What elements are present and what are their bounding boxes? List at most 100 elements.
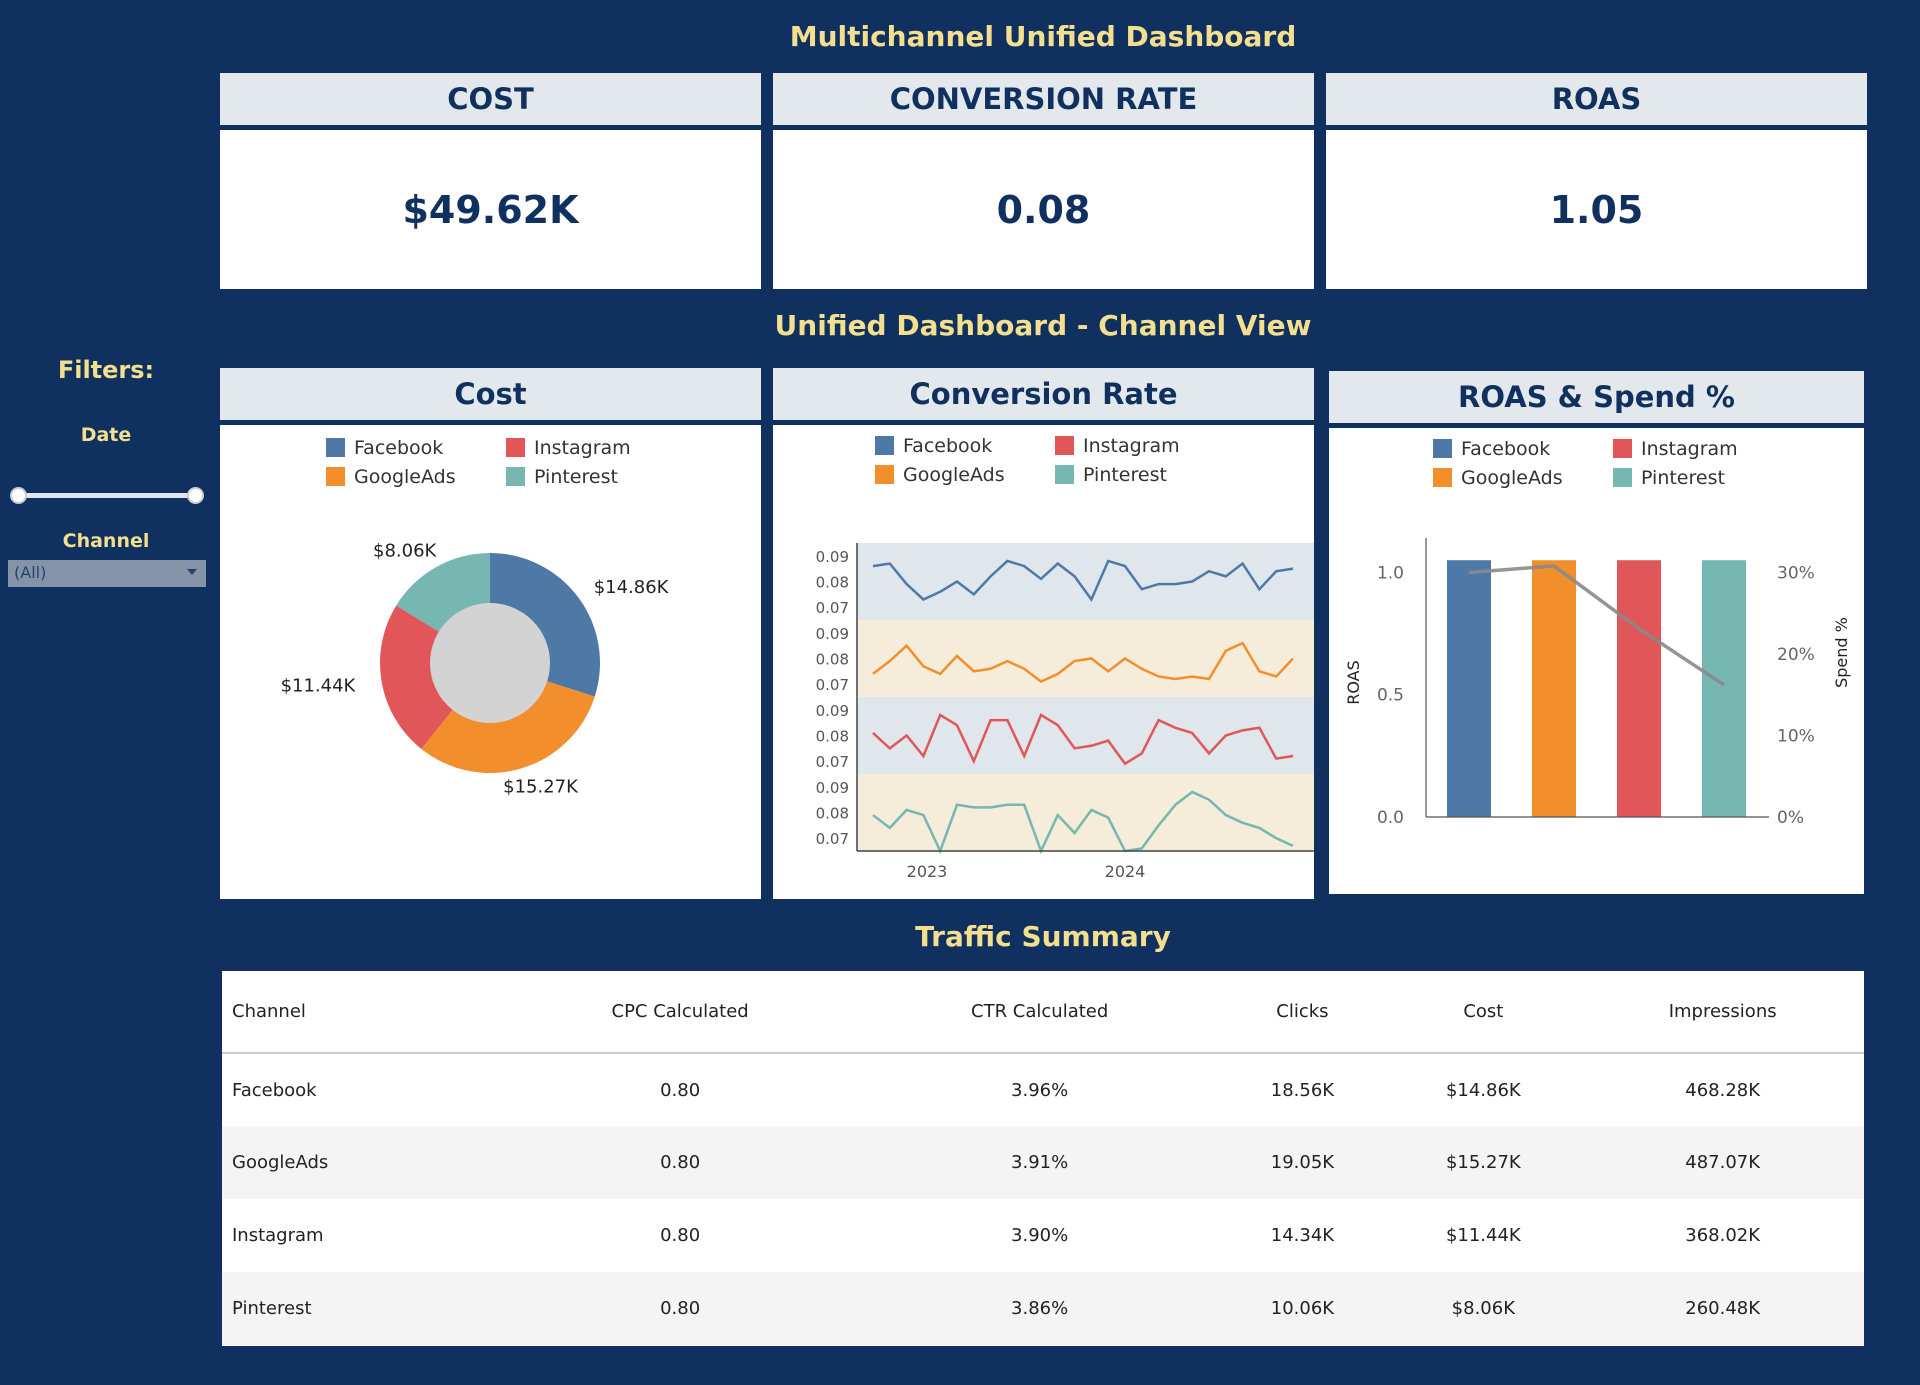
table-row: Pinterest 0.80 3.86% 10.06K $8.06K 260.4… bbox=[222, 1272, 1864, 1345]
pie-slice-label: $14.86K bbox=[594, 577, 670, 598]
y-tick-label: 1.0 bbox=[1377, 563, 1404, 583]
table-cell: $8.06K bbox=[1385, 1272, 1582, 1345]
x-tick-label: 2024 bbox=[1105, 862, 1146, 881]
legend-label: GoogleAds bbox=[1461, 467, 1563, 489]
kpi-conversion-label: CONVERSION RATE bbox=[773, 73, 1314, 125]
date-range-slider[interactable] bbox=[10, 486, 204, 506]
legend-label: Facebook bbox=[354, 437, 444, 459]
legend-swatch bbox=[875, 436, 894, 455]
column-header-cost[interactable]: Cost bbox=[1385, 971, 1582, 1054]
y-tick-label: 0.5 bbox=[1377, 686, 1404, 706]
table-cell: $11.44K bbox=[1445, 1225, 1521, 1246]
kpi-conversion-card: 0.08 bbox=[773, 130, 1314, 289]
y-tick-label: 0.0 bbox=[1377, 808, 1404, 828]
secondary-tick-label: 30% bbox=[1777, 563, 1815, 583]
table-cell: 0.80 bbox=[660, 1225, 701, 1246]
secondary-tick-label: 20% bbox=[1777, 645, 1815, 665]
table-cell: 487.07K bbox=[1581, 1126, 1864, 1199]
legend-label: Instagram bbox=[534, 437, 631, 459]
slider-handle-start[interactable] bbox=[10, 487, 27, 504]
legend-item-googleads: GoogleAds bbox=[875, 464, 1005, 486]
column-header-cpc[interactable]: CPC Calculated bbox=[500, 971, 860, 1054]
y-tick-label: 0.07 bbox=[816, 830, 849, 848]
legend-swatch bbox=[1055, 436, 1074, 455]
column-header-impressions[interactable]: Impressions bbox=[1581, 971, 1864, 1054]
table-cell: 3.96% bbox=[1011, 1079, 1069, 1101]
table-cell: Pinterest bbox=[222, 1272, 501, 1345]
table-cell: 468.28K bbox=[1685, 1079, 1761, 1101]
pie-slice-label: $15.27K bbox=[503, 776, 579, 797]
table-cell: $14.86K bbox=[1445, 1079, 1521, 1101]
channel-select[interactable]: (All) bbox=[8, 560, 206, 587]
pie-slice-label: $11.44K bbox=[281, 675, 357, 696]
table-row: Instagram 0.80 3.90% 14.34K $11.44K 368.… bbox=[222, 1199, 1864, 1272]
bar-instagram[interactable] bbox=[1617, 560, 1661, 817]
legend-swatch bbox=[1613, 468, 1632, 487]
roas-legend: Facebook Instagram GoogleAds Pinterest bbox=[1433, 438, 1773, 498]
series-line-pinterest[interactable] bbox=[872, 790, 1294, 855]
legend-label: Facebook bbox=[1461, 438, 1551, 460]
slider-handle-end[interactable] bbox=[187, 487, 204, 504]
legend-swatch bbox=[326, 467, 345, 486]
legend-label: GoogleAds bbox=[903, 464, 1005, 486]
kpi-cost-label: COST bbox=[220, 73, 761, 125]
legend-item-googleads: GoogleAds bbox=[1433, 467, 1563, 489]
series-line-facebook[interactable] bbox=[872, 559, 1294, 602]
series-line-instagram[interactable] bbox=[872, 713, 1294, 766]
legend-item-pinterest: Pinterest bbox=[1613, 467, 1725, 489]
table-cell: Facebook bbox=[232, 1079, 317, 1101]
bar-pinterest[interactable] bbox=[1702, 560, 1746, 817]
y-tick-label: 0.08 bbox=[816, 651, 849, 669]
band-facebook bbox=[857, 543, 1314, 620]
table-cell: 3.90% bbox=[1011, 1225, 1069, 1246]
table-cell: 3.91% bbox=[859, 1126, 1220, 1199]
y-tick-label: 0.07 bbox=[816, 753, 849, 771]
table-cell: 18.56K bbox=[1270, 1079, 1335, 1101]
y-axis-label: ROAS bbox=[1344, 660, 1363, 705]
y-tick-label: 0.09 bbox=[816, 702, 849, 720]
legend-label: Pinterest bbox=[1083, 464, 1167, 486]
kpi-roas-value: 1.05 bbox=[1549, 187, 1644, 232]
y-tick-label: 0.08 bbox=[816, 574, 849, 592]
legend-swatch bbox=[875, 465, 894, 484]
y-tick-label: 0.09 bbox=[816, 548, 849, 566]
spend-percent-line[interactable] bbox=[1468, 564, 1725, 687]
traffic-summary-table: Channel CPC Calculated CTR Calculated Cl… bbox=[222, 971, 1864, 1346]
conversion-chart-title: Conversion Rate bbox=[773, 368, 1314, 420]
legend-item-instagram: Instagram bbox=[506, 437, 631, 459]
y-tick-label: 0.08 bbox=[816, 728, 849, 746]
column-header-channel[interactable]: Channel bbox=[222, 971, 501, 1054]
secondary-tick-label: 10% bbox=[1777, 726, 1815, 746]
legend-item-instagram: Instagram bbox=[1613, 438, 1738, 460]
legend-swatch bbox=[1613, 439, 1632, 458]
chevron-down-icon bbox=[187, 569, 197, 575]
roas-bar-chart: 0.0 0.5 1.0 0% 10% 20% 30% ROAS Spend % bbox=[1344, 538, 1851, 828]
conversion-line-chart: 0.09 0.08 0.07 0.09 0.08 0.07 0.09 0.08 0.07 0.09… bbox=[816, 543, 1314, 881]
kpi-cost-value: $49.62K bbox=[402, 187, 579, 232]
kpi-conversion-value: 0.08 bbox=[996, 187, 1091, 232]
kpi-cost-card: $49.62K bbox=[220, 130, 761, 289]
table-cell: 260.48K bbox=[1581, 1272, 1864, 1345]
legend-swatch bbox=[506, 467, 525, 486]
legend-label: GoogleAds bbox=[354, 466, 456, 488]
table-header-row: Channel CPC Calculated CTR Calculated Cl… bbox=[222, 971, 1864, 1054]
table-cell: 0.80 bbox=[500, 1126, 860, 1199]
legend-label: Pinterest bbox=[1641, 467, 1725, 489]
column-header-clicks[interactable]: Clicks bbox=[1219, 971, 1386, 1054]
channel-select-value: (All) bbox=[14, 563, 47, 582]
bar-facebook[interactable] bbox=[1447, 560, 1491, 817]
legend-swatch bbox=[1433, 439, 1452, 458]
y-tick-label: 0.09 bbox=[816, 625, 849, 643]
filters-title: Filters: bbox=[57, 356, 155, 384]
table-cell: GoogleAds bbox=[222, 1126, 501, 1199]
table-cell: Instagram bbox=[232, 1225, 324, 1246]
series-line-googleads[interactable] bbox=[872, 641, 1294, 684]
legend-swatch bbox=[1433, 468, 1452, 487]
bar-googleads[interactable] bbox=[1532, 560, 1576, 817]
dashboard-title: Multichannel Unified Dashboard bbox=[789, 20, 1297, 53]
legend-item-pinterest: Pinterest bbox=[506, 466, 618, 488]
legend-swatch bbox=[506, 438, 525, 457]
column-header-ctr[interactable]: CTR Calculated bbox=[859, 971, 1220, 1054]
table-cell: 0.80 bbox=[660, 1079, 701, 1101]
date-filter-label: Date bbox=[80, 424, 132, 446]
